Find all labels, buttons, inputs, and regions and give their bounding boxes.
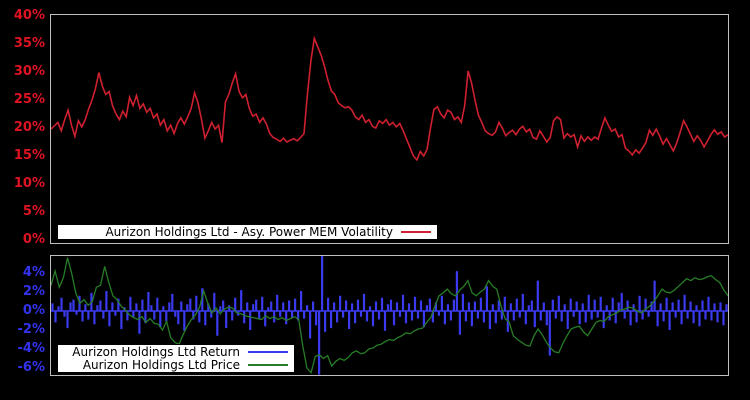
returns-bar-chart [51,256,728,375]
y-tick-label: 20% [13,119,45,135]
price-legend-row: Aurizon Holdings Ltd Price [58,358,294,372]
series-line [51,257,728,375]
volatility-legend-line-sample [401,231,431,233]
y-tick-label: 35% [13,36,45,51]
y-tick-label: -2% [17,321,45,337]
series-line [51,35,728,162]
y-tick-label: 10% [13,175,45,191]
y-tick-label: 0% [22,231,45,247]
return-legend-label: Aurizon Holdings Ltd Return [72,345,240,359]
y-tick-label: 25% [13,91,45,107]
y-tick-label: 15% [13,147,45,163]
price-legend-label: Aurizon Holdings Ltd Price [82,358,240,372]
price-legend-line-sample [248,364,288,366]
y-tick-label: 2% [22,283,45,299]
y-tick-label: 30% [13,64,45,79]
returns-panel: Aurizon Holdings Ltd Return Aurizon Hold… [18,255,729,376]
returns-legend-row: Aurizon Holdings Ltd Return [58,345,294,359]
returns-legend: Aurizon Holdings Ltd Return Aurizon Hold… [57,344,295,373]
y-tick-label: 0% [22,302,45,318]
y-tick-label: -6% [17,359,45,375]
volatility-line-chart [51,35,728,162]
return-bars [51,256,728,375]
volatility-legend-label: Aurizon Holdings Ltd - Asy. Power MEM Vo… [105,225,393,239]
volatility-legend: Aurizon Holdings Ltd - Asy. Power MEM Vo… [57,224,438,240]
volatility-panel: Aurizon Holdings Ltd - Asy. Power MEM Vo… [14,8,729,247]
y-tick-label: -4% [17,340,45,356]
y-tick-label: 4% [22,265,45,280]
return-legend-line-sample [248,351,288,353]
y-tick-label: 40% [13,8,45,24]
y-tick-label: 5% [22,203,45,219]
